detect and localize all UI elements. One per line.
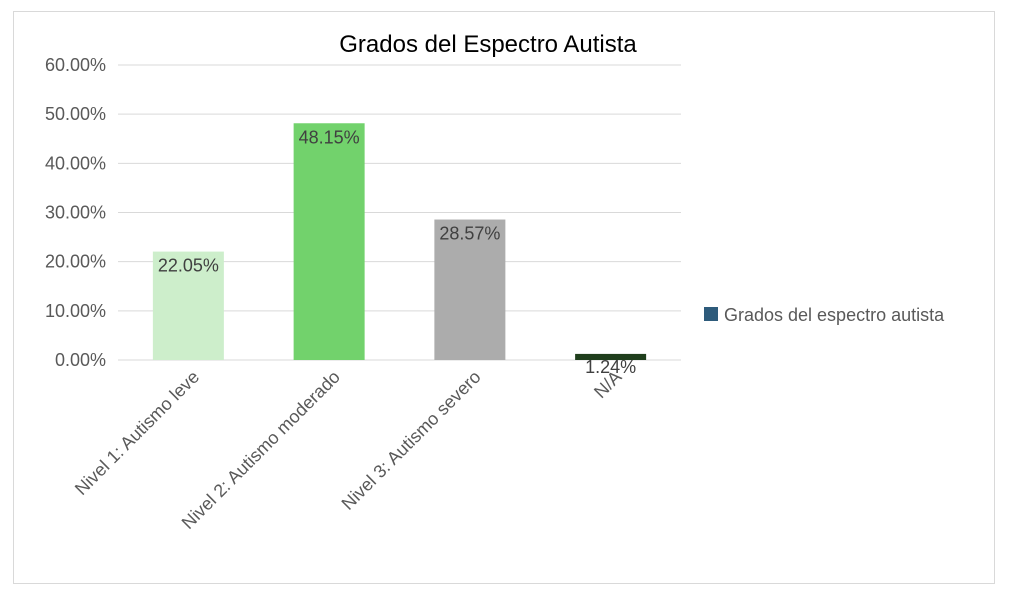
y-tick-label: 0.00% xyxy=(55,350,106,370)
bar xyxy=(293,123,365,360)
y-tick-label: 10.00% xyxy=(45,301,106,321)
bar xyxy=(152,251,224,360)
y-axis-ticks: 0.00% 10.00% 20.00% 30.00% 40.00% 50.00% 60.00… xyxy=(45,55,106,370)
legend: Grados del espectro autista xyxy=(704,305,945,325)
y-tick-label: 20.00% xyxy=(45,252,106,272)
bars xyxy=(152,123,647,360)
data-label: 22.05% xyxy=(158,256,219,276)
data-label: 48.15% xyxy=(299,127,360,147)
y-tick-label: 30.00% xyxy=(45,203,106,223)
x-category-label: Nivel 2: Autismo moderado xyxy=(178,367,344,533)
x-category-label: Nivel 1: Autismo leve xyxy=(71,367,203,499)
y-tick-label: 60.00% xyxy=(45,55,106,75)
bar xyxy=(434,219,506,360)
legend-swatch xyxy=(704,307,718,321)
data-label: 1.24% xyxy=(585,357,636,377)
legend-label: Grados del espectro autista xyxy=(724,305,945,325)
bar xyxy=(575,353,647,360)
chart-title: Grados del Espectro Autista xyxy=(339,31,637,58)
data-label: 28.57% xyxy=(439,224,500,244)
x-category-label: Nivel 3: Autismo severo xyxy=(338,367,485,514)
y-tick-label: 40.00% xyxy=(45,153,106,173)
y-tick-label: 50.00% xyxy=(45,104,106,124)
data-labels: 22.05% 48.15% 28.57% 1.24% xyxy=(158,127,636,377)
